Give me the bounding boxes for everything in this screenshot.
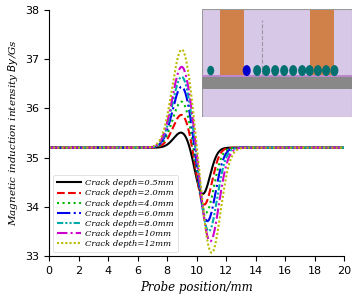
Circle shape xyxy=(331,66,338,75)
Circle shape xyxy=(254,66,261,75)
Circle shape xyxy=(272,66,278,75)
Circle shape xyxy=(306,66,313,75)
X-axis label: Probe position/mm: Probe position/mm xyxy=(140,281,253,294)
Circle shape xyxy=(243,66,250,75)
Bar xyxy=(220,10,244,75)
Y-axis label: Magnetic induction intensity $By$/Gs: Magnetic induction intensity $By$/Gs xyxy=(6,39,20,226)
Bar xyxy=(202,77,352,89)
Bar xyxy=(202,75,352,77)
Circle shape xyxy=(208,67,213,75)
Circle shape xyxy=(315,66,321,75)
Bar xyxy=(310,10,334,75)
Circle shape xyxy=(290,66,296,75)
Circle shape xyxy=(299,66,306,75)
Circle shape xyxy=(281,66,287,75)
Circle shape xyxy=(263,66,270,75)
Legend: Crack depth=0.5mm, Crack depth=2.0mm, Crack depth=4.0mm, Crack depth=6.0mm, Crac: Crack depth=0.5mm, Crack depth=2.0mm, Cr… xyxy=(53,175,178,252)
Circle shape xyxy=(323,66,330,75)
